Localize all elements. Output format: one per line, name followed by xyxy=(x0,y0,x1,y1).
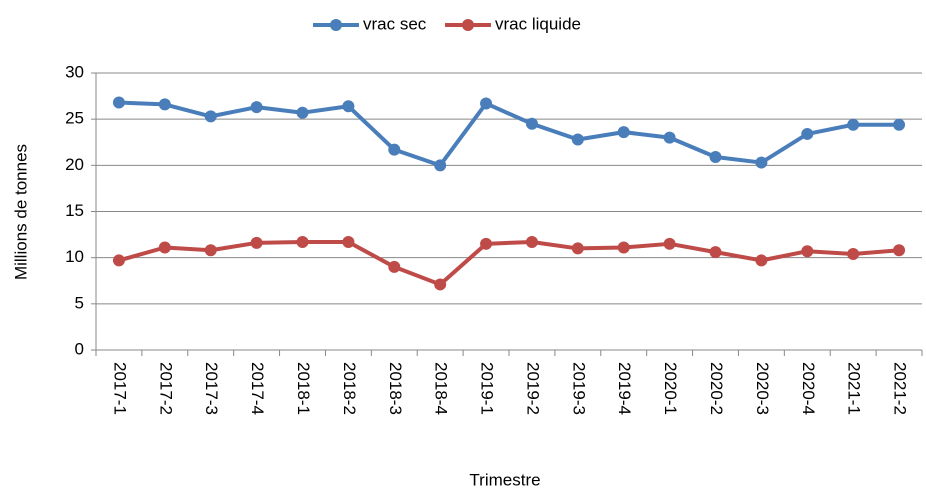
data-point xyxy=(709,246,722,259)
data-point xyxy=(296,235,309,248)
data-point xyxy=(571,133,584,146)
x-tick-label: 2017-4 xyxy=(248,362,267,415)
data-point xyxy=(296,106,309,119)
data-point xyxy=(480,237,493,250)
x-tick-label: 2017-1 xyxy=(110,362,129,415)
x-tick-label: 2018-1 xyxy=(294,362,313,415)
data-point xyxy=(617,126,630,139)
data-point xyxy=(755,156,768,169)
data-point xyxy=(617,241,630,254)
data-point xyxy=(709,151,722,164)
x-tick-label: 2018-3 xyxy=(386,362,405,415)
y-tick-label: 5 xyxy=(75,293,84,312)
data-point xyxy=(801,245,814,258)
data-point xyxy=(388,143,401,156)
data-point xyxy=(158,98,171,111)
y-tick-label: 25 xyxy=(65,109,84,128)
x-tick-label: 2020-2 xyxy=(707,362,726,415)
data-point xyxy=(893,244,906,257)
x-tick-label: 2020-4 xyxy=(799,362,818,415)
data-point xyxy=(112,254,125,267)
y-tick-label: 20 xyxy=(65,155,84,174)
x-axis-title: Trimestre xyxy=(469,470,540,489)
x-tick-label: 2017-2 xyxy=(156,362,175,415)
x-tick-label: 2018-2 xyxy=(340,362,359,415)
data-point xyxy=(204,244,217,257)
data-point xyxy=(112,96,125,109)
data-point xyxy=(663,131,676,144)
data-point xyxy=(801,127,814,140)
data-point xyxy=(388,260,401,273)
data-point xyxy=(847,247,860,260)
x-tick-label: 2019-3 xyxy=(569,362,588,415)
data-point xyxy=(663,237,676,250)
legend-marker xyxy=(462,19,474,31)
data-point xyxy=(434,278,447,291)
x-tick-label: 2021-1 xyxy=(845,362,864,415)
legend-label: vrac liquide xyxy=(495,14,581,33)
data-point xyxy=(158,241,171,254)
data-point xyxy=(525,235,538,248)
x-tick-label: 2017-3 xyxy=(202,362,221,415)
x-tick-label: 2019-4 xyxy=(615,362,634,415)
x-tick-label: 2020-1 xyxy=(661,362,680,415)
data-point xyxy=(847,118,860,131)
data-point xyxy=(755,254,768,267)
x-tick-label: 2019-1 xyxy=(478,362,497,415)
legend-marker xyxy=(330,19,342,31)
data-point xyxy=(480,97,493,110)
data-point xyxy=(204,110,217,123)
series-line xyxy=(118,100,900,168)
data-point xyxy=(571,242,584,255)
x-tick-label: 2018-4 xyxy=(432,362,451,415)
data-point xyxy=(893,118,906,131)
y-axis-title: Millions de tonnes xyxy=(11,144,30,280)
x-tick-label: 2019-2 xyxy=(523,362,542,415)
y-tick-label: 10 xyxy=(65,247,84,266)
data-point xyxy=(342,100,355,113)
y-tick-label: 15 xyxy=(65,201,84,220)
y-tick-label: 0 xyxy=(75,339,84,358)
data-point xyxy=(250,236,263,249)
data-point xyxy=(342,235,355,248)
data-point xyxy=(525,117,538,130)
x-tick-label: 2020-3 xyxy=(753,362,772,415)
data-point xyxy=(434,159,447,172)
x-tick-label: 2021-2 xyxy=(891,362,910,415)
legend-label: vrac sec xyxy=(363,14,427,33)
data-point xyxy=(250,101,263,114)
series-line xyxy=(118,239,900,287)
y-tick-label: 30 xyxy=(65,62,84,81)
